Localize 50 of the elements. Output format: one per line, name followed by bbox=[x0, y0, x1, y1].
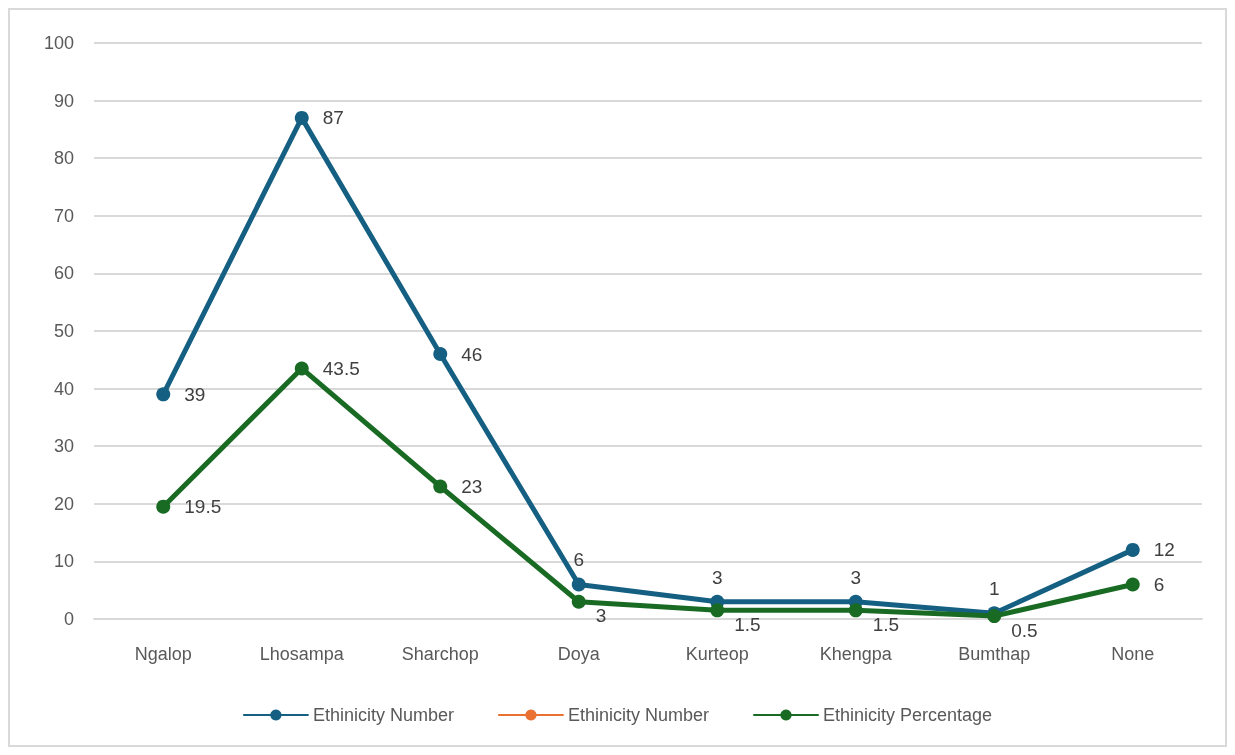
legend-label: Ethinicity Number bbox=[312, 705, 454, 725]
point bbox=[848, 603, 863, 618]
data-label: 3 bbox=[850, 566, 862, 588]
point bbox=[294, 361, 309, 376]
point bbox=[710, 603, 725, 618]
data-label: 43.5 bbox=[322, 357, 360, 379]
point bbox=[433, 479, 448, 494]
x-tick-label: Lhosampa bbox=[259, 644, 345, 664]
point bbox=[294, 110, 309, 125]
y-tick-label: 70 bbox=[53, 205, 74, 226]
y-tick-label: 10 bbox=[53, 551, 74, 572]
data-label: 39 bbox=[184, 383, 206, 405]
y-tick-label: 60 bbox=[53, 263, 74, 284]
data-label: 87 bbox=[322, 107, 344, 129]
y-tick-label: 100 bbox=[43, 33, 74, 53]
data-label: 6 bbox=[1153, 573, 1165, 595]
data-label: 1 bbox=[988, 578, 1000, 600]
y-tick-label: 0 bbox=[63, 609, 74, 629]
x-tick-label: Sharchop bbox=[401, 644, 479, 664]
y-tick-label: 90 bbox=[53, 90, 74, 111]
x-tick-label: None bbox=[1111, 644, 1155, 664]
legend-label: Ethinicity Percentage bbox=[823, 705, 993, 725]
x-tick-label: Ngalop bbox=[134, 644, 192, 664]
point bbox=[433, 347, 448, 362]
data-label: 46 bbox=[461, 343, 483, 365]
data-label: 23 bbox=[461, 476, 483, 498]
data-label: 3 bbox=[595, 605, 607, 627]
data-label: 0.5 bbox=[1011, 619, 1038, 641]
point bbox=[571, 594, 586, 609]
point bbox=[1125, 542, 1140, 557]
x-tick-label: Doya bbox=[557, 644, 601, 664]
x-tick-label: Khengpa bbox=[819, 644, 893, 664]
x-tick-label: Kurteop bbox=[685, 644, 749, 664]
y-tick-label: 20 bbox=[53, 493, 74, 514]
data-label: 12 bbox=[1153, 539, 1175, 561]
data-label: 1.5 bbox=[872, 613, 900, 635]
data-label: 3 bbox=[711, 566, 723, 588]
y-tick-label: 80 bbox=[53, 148, 74, 169]
point bbox=[571, 577, 586, 592]
y-tick-label: 30 bbox=[53, 436, 74, 457]
y-tick-label: 40 bbox=[53, 378, 74, 399]
x-tick-label: Bumthap bbox=[958, 644, 1031, 664]
legend-label: Ethinicity Number bbox=[567, 705, 710, 725]
data-label: 6 bbox=[573, 549, 585, 571]
point bbox=[1125, 577, 1140, 592]
point bbox=[156, 387, 171, 402]
y-tick-label: 50 bbox=[53, 321, 74, 341]
data-label: 19.5 bbox=[184, 496, 222, 518]
point bbox=[156, 499, 171, 514]
data-label: 1.5 bbox=[734, 613, 761, 635]
